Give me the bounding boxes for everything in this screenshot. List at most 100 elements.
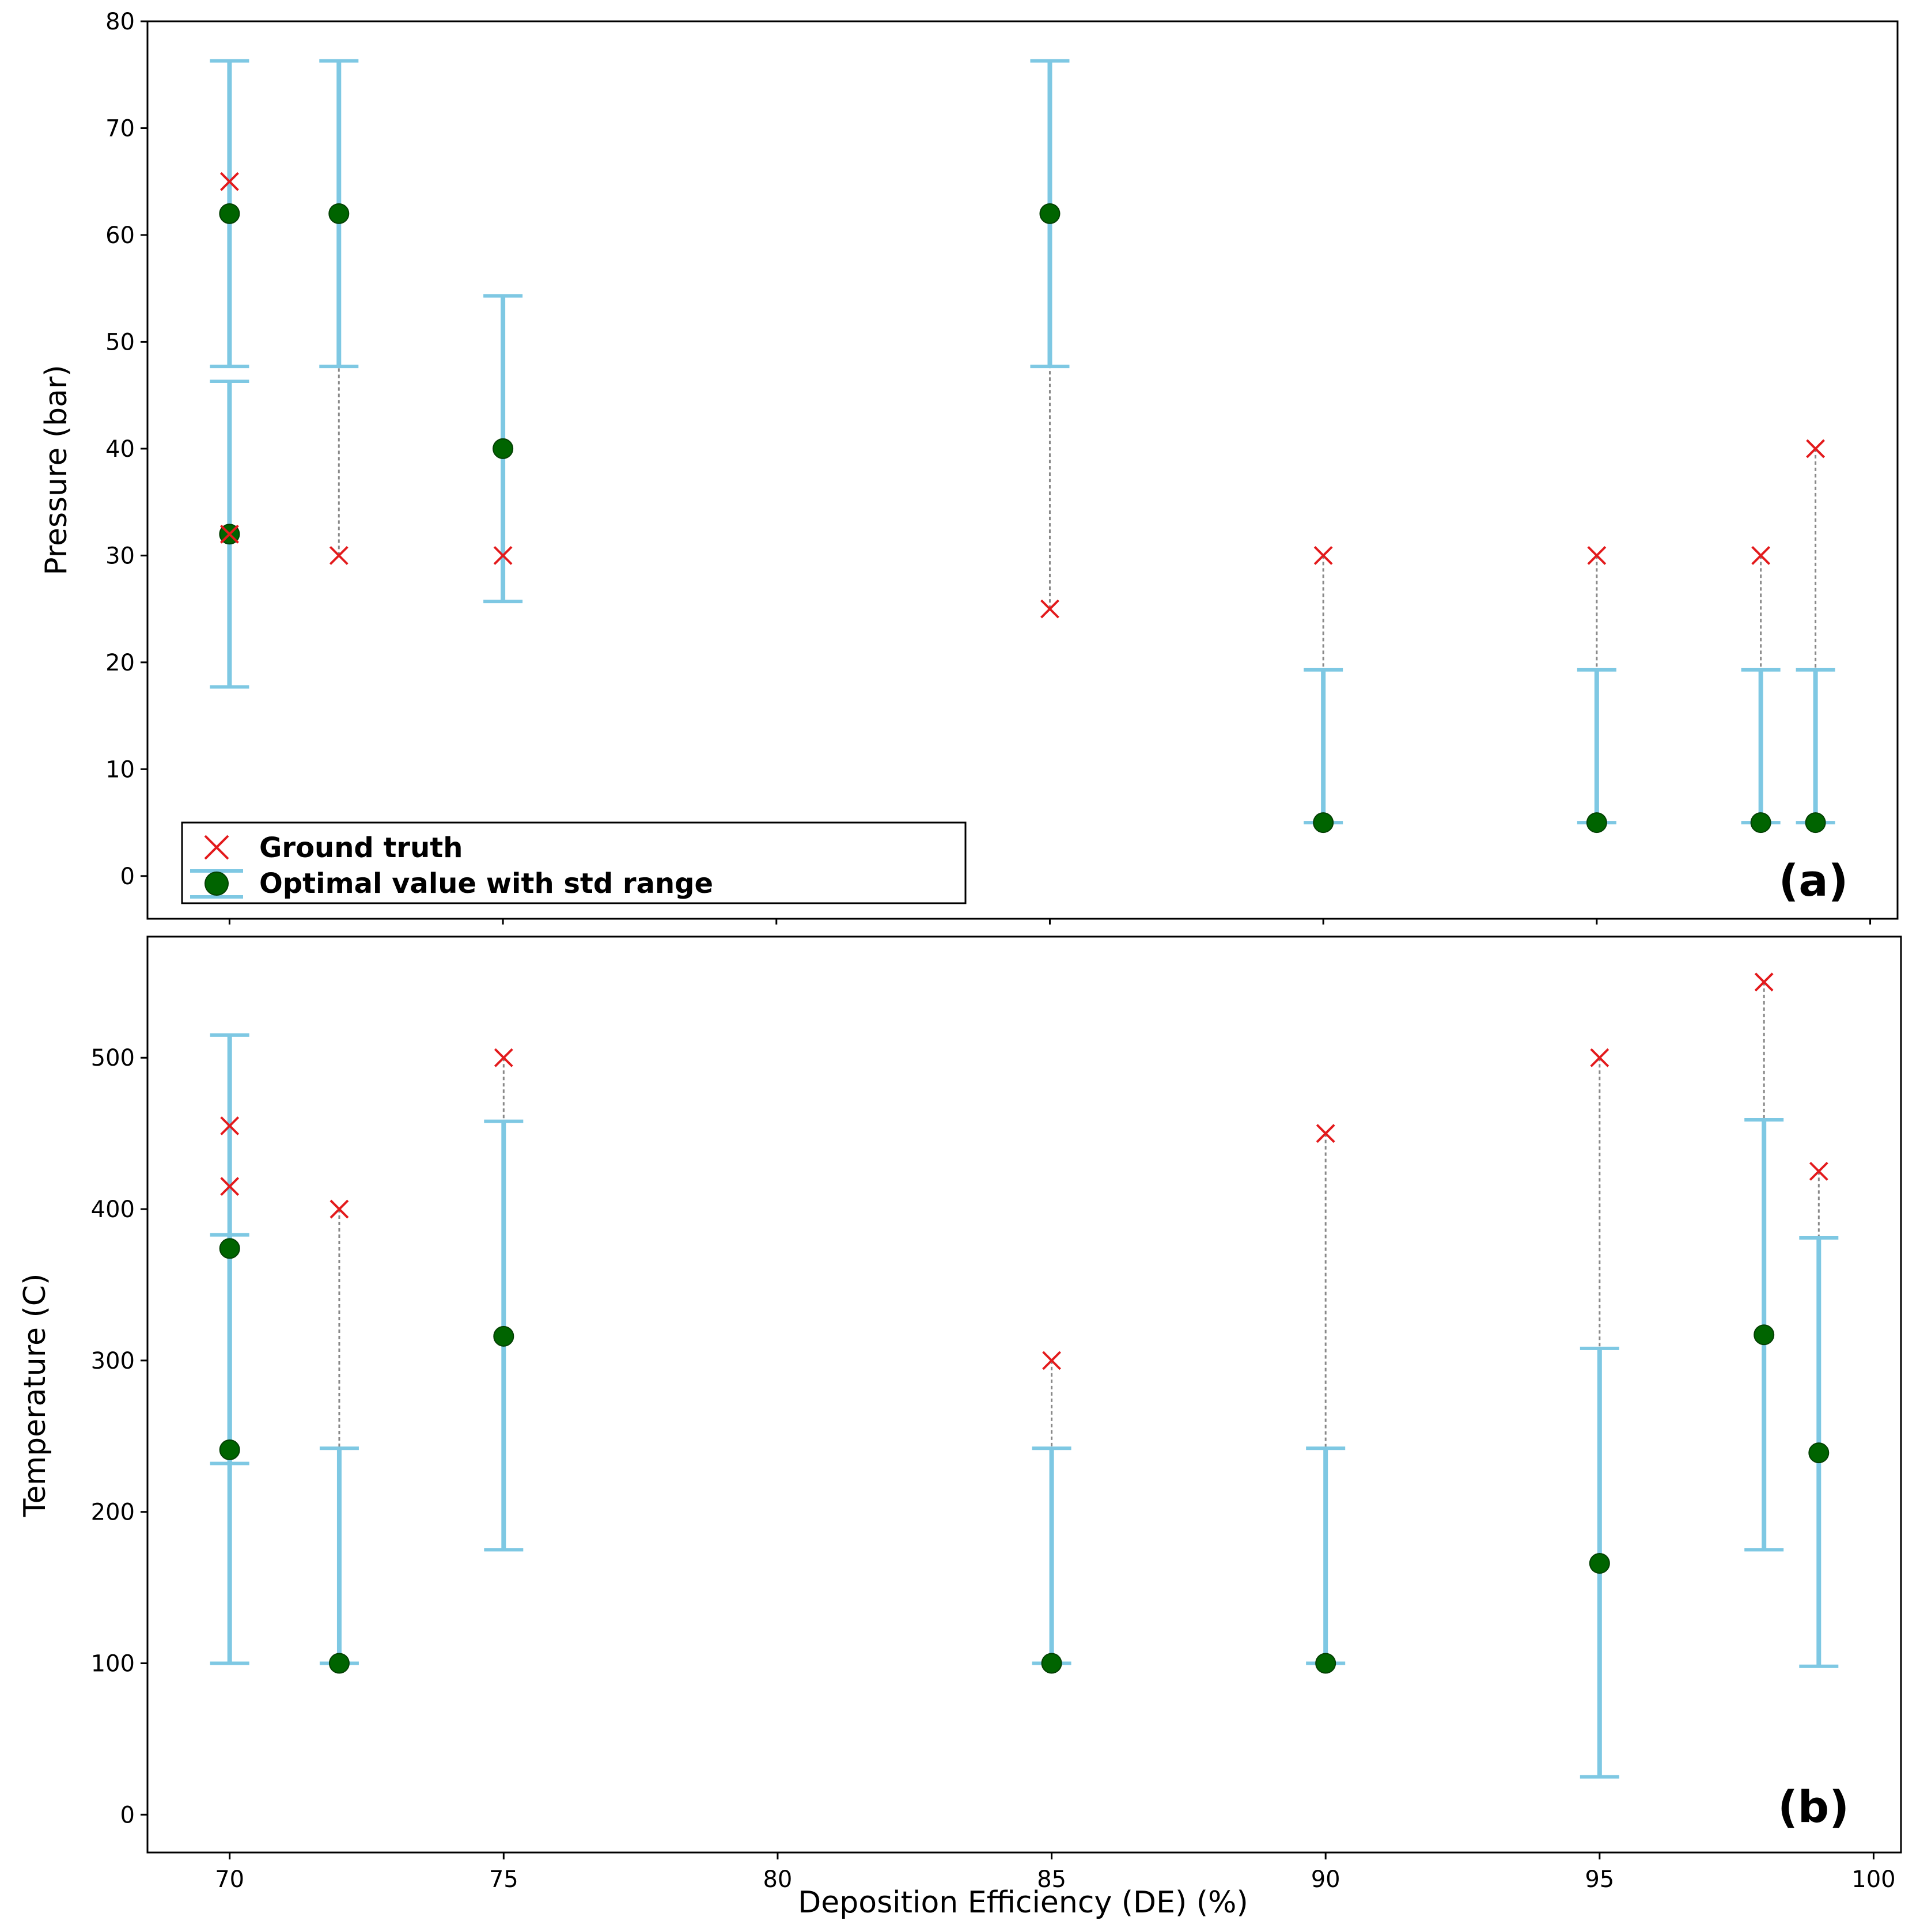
temperature-ground-truth-point	[1042, 1351, 1061, 1370]
pressure-optimal-point	[1750, 812, 1771, 834]
temperature-ground-truth-stroke	[494, 1048, 513, 1067]
temperature-x-tick-label: 70	[215, 1866, 244, 1893]
temperature-y-tick-label: 300	[91, 1348, 135, 1374]
temperature-ground-truth-point	[1809, 1161, 1828, 1181]
x-axis-title: Deposition Efficiency (DE) (%)	[798, 1885, 1248, 1920]
pressure-y-tick-label: 50	[105, 329, 135, 355]
pressure-ground-truth-point	[1751, 545, 1771, 565]
pressure-ground-truth-point	[219, 524, 239, 544]
temperature-errorbar	[1032, 1446, 1071, 1665]
pressure-y-tick-label: 40	[105, 436, 135, 463]
pressure-connectors	[228, 181, 1817, 823]
temperature-errorbar	[319, 1446, 359, 1665]
pressure-optimal-point	[493, 438, 514, 459]
pressure-ground-truth-stroke	[1040, 599, 1059, 619]
temperature-optimal-point	[1589, 1553, 1610, 1574]
pressure-ground-truth-stroke	[1751, 545, 1771, 565]
temperature-x-tick-label: 75	[489, 1866, 518, 1893]
pressure-ground-truth-stroke	[493, 545, 513, 565]
pressure-optimal-point	[1586, 812, 1607, 834]
temperature-ground-truth-point	[1316, 1124, 1335, 1143]
temperature-x-tick-label: 80	[763, 1866, 792, 1893]
temperature-ground-truth-point	[1754, 972, 1774, 992]
pressure-ground-truth-point	[1040, 599, 1059, 619]
legend-label-optimal-value: Optimal value with std range	[259, 867, 713, 900]
legend-ground-truth-marker	[204, 835, 229, 860]
pressure-errorbar	[1741, 668, 1781, 825]
temperature-optimal-point	[1041, 1653, 1062, 1674]
pressure-y-tick-label: 30	[105, 543, 135, 569]
panel-a-tag: (a)	[1779, 855, 1849, 906]
pressure-y-tick-label: 0	[120, 863, 135, 890]
temperature-optimal-point	[1754, 1324, 1775, 1346]
temperature-ground-truth-stroke	[220, 1116, 240, 1135]
temperature-optimal-point	[493, 1325, 514, 1347]
pressure-optimal-point	[328, 203, 350, 224]
temperature-ground-truth-stroke	[1042, 1351, 1061, 1370]
pressure-y-tick-label: 10	[105, 756, 135, 783]
pressure-optimal-point	[219, 203, 240, 224]
temperature-x-ticks: 70 75 80 85 90 95 100	[215, 1853, 1896, 1893]
pressure-errorbar	[1577, 668, 1616, 825]
pressure-optimal-point	[1039, 203, 1061, 224]
temperature-y-ticks: 0 100 200 300 400 500	[91, 1045, 147, 1828]
pressure-errorbar	[1304, 668, 1343, 825]
pressure-plot-frame	[146, 20, 1899, 920]
temperature-errorbars	[210, 1033, 1839, 1779]
legend-box	[181, 821, 967, 904]
temperature-x-tick-label: 95	[1585, 1866, 1614, 1893]
temperature-ground-truth-point	[220, 1116, 240, 1135]
temperature-errorbar	[1306, 1446, 1346, 1665]
temperature-y-tick-label: 500	[91, 1045, 135, 1071]
pressure-markers	[219, 172, 1826, 834]
pressure-ground-truth-stroke	[219, 524, 239, 544]
temperature-markers	[219, 972, 1830, 1674]
temperature-x-tick-label: 90	[1311, 1866, 1340, 1893]
temperature-optimal-point	[1808, 1442, 1830, 1464]
pressure-ground-truth-point	[493, 545, 513, 565]
pressure-ground-truth-stroke	[1313, 545, 1333, 565]
pressure-ground-truth-stroke	[329, 545, 349, 565]
temperature-y-tick-label: 200	[91, 1499, 135, 1526]
temperature-optimal-point	[1315, 1653, 1336, 1674]
pressure-y-tick-label: 60	[105, 222, 135, 249]
pressure-y-axis-title: Pressure (bar)	[39, 365, 74, 575]
temperature-ground-truth-point	[220, 1177, 240, 1196]
temperature-ground-truth-stroke	[1316, 1124, 1335, 1143]
pressure-optimal-point	[1805, 812, 1826, 834]
pressure-ground-truth-point	[1806, 439, 1826, 459]
temperature-y-tick-label: 0	[120, 1802, 135, 1828]
temperature-optimal-point	[219, 1439, 240, 1460]
legend-optimal-marker	[190, 869, 243, 899]
pressure-errorbars	[210, 59, 1835, 825]
pressure-ground-truth-stroke	[1806, 439, 1826, 459]
legend: Ground truth Optimal value with std rang…	[181, 821, 967, 904]
temperature-y-tick-label: 100	[91, 1650, 135, 1677]
pressure-y-tick-label: 80	[105, 9, 135, 35]
temperature-optimal-point	[219, 1238, 240, 1259]
pressure-ground-truth-point	[1313, 545, 1333, 565]
pressure-y-ticks: 0 10 20 30 40 50 60 70 80	[105, 9, 147, 890]
temperature-connectors	[229, 982, 1820, 1664]
pressure-ground-truth-point	[1587, 545, 1607, 565]
temperature-plot-frame	[146, 935, 1902, 1854]
pressure-x-ticks	[228, 919, 1872, 925]
temperature-panel: 0 100 200 300 400 500 70 75 80 85 90 95 100 Tempera…	[18, 935, 1902, 1920]
temperature-ground-truth-stroke	[1809, 1161, 1828, 1181]
pressure-ground-truth-stroke	[219, 172, 239, 191]
temperature-x-tick-label: 100	[1851, 1866, 1895, 1893]
pressure-errorbar	[1796, 668, 1835, 825]
temperature-ground-truth-stroke	[1754, 972, 1774, 992]
temperature-optimal-point	[328, 1653, 350, 1674]
pressure-panel: 0 10 20 30 40 50 60 70 80 Pressure (bar) (a) Gro…	[39, 9, 1899, 925]
temperature-ground-truth-stroke	[220, 1177, 240, 1196]
temperature-ground-truth-point	[1590, 1048, 1610, 1067]
pressure-ground-truth-point	[329, 545, 349, 565]
pressure-y-tick-label: 20	[105, 650, 135, 676]
pressure-optimal-point	[1313, 812, 1334, 834]
temperature-y-axis-title: Temperature (C)	[18, 1274, 52, 1518]
temperature-ground-truth-point	[330, 1199, 349, 1219]
temperature-ground-truth-stroke	[1590, 1048, 1610, 1067]
panel-b-tag: (b)	[1778, 1781, 1849, 1832]
